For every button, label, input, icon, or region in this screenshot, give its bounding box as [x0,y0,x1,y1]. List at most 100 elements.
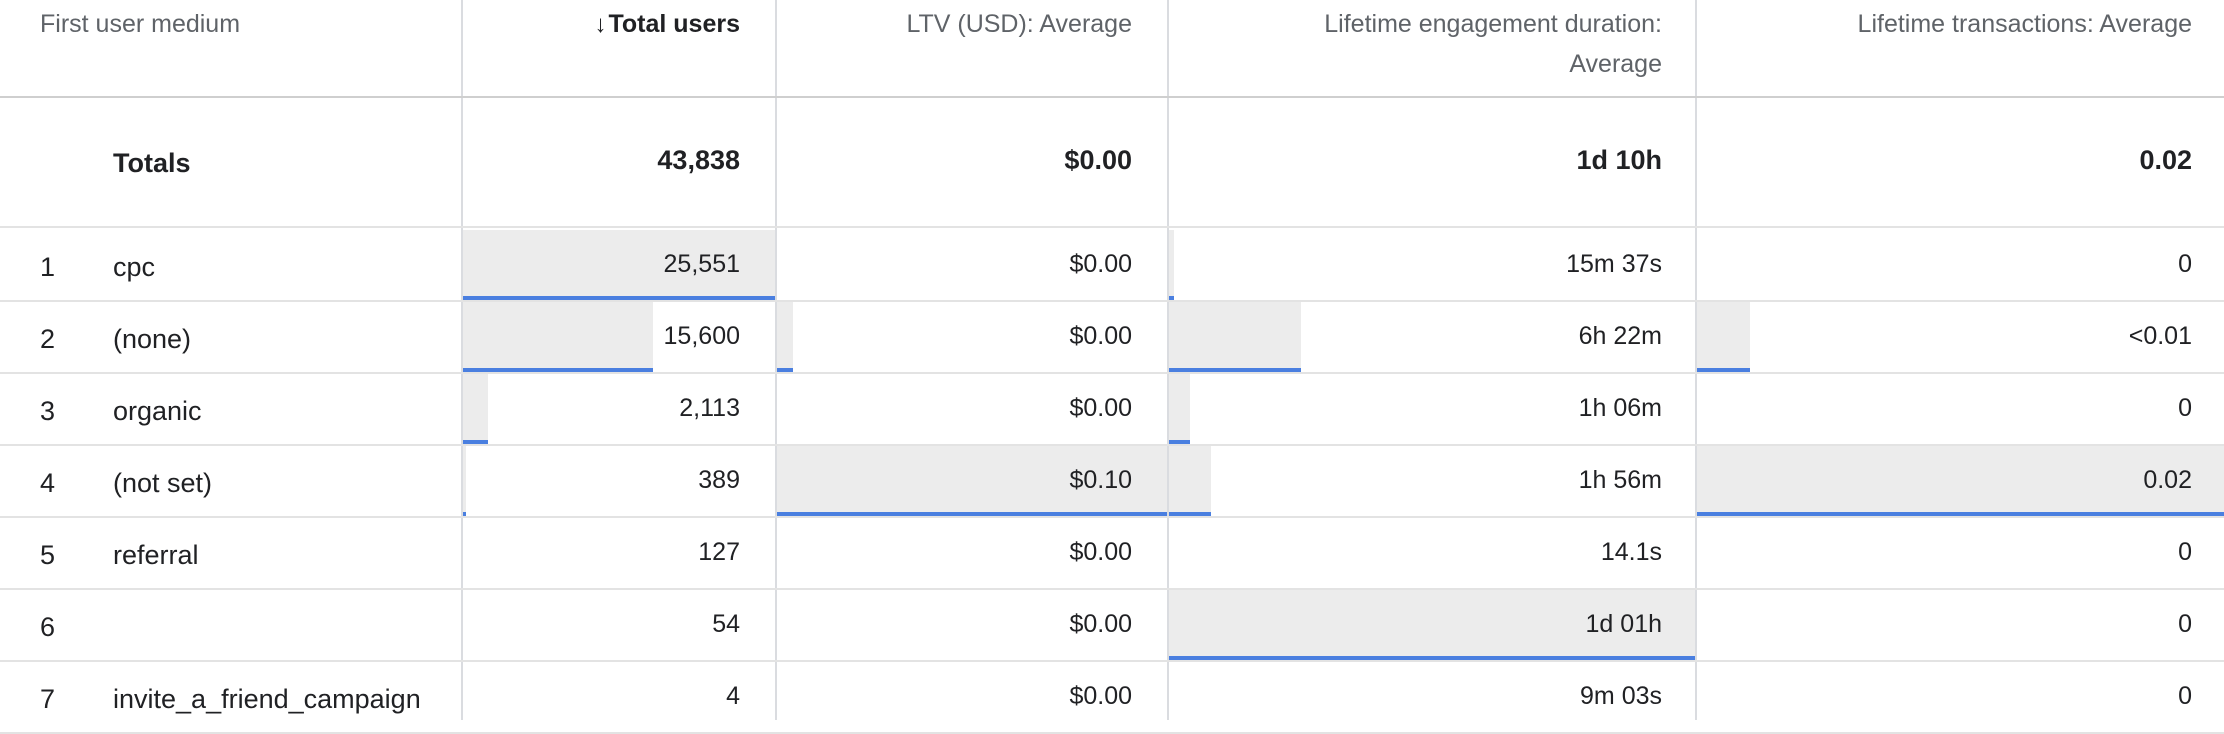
table-row[interactable]: 1 cpc 25,551 $0.00 15m 37s 0 [0,228,2224,300]
column-divider [1695,0,1697,720]
bar-indicator [777,368,793,372]
row-total-users-value: 389 [698,466,740,494]
row-index: 1 [40,252,56,282]
bar-indicator [463,512,466,516]
table-row[interactable]: 5 referral 127 $0.00 14.1s 0 [0,516,2224,588]
row-ltv-value: $0.00 [1069,538,1132,566]
bar-fill [777,302,793,372]
row-index: 5 [40,540,56,570]
row-transactions-value: 0 [2178,538,2192,566]
bar-fill [1169,446,1211,516]
row-engagement-value: 1h 06m [1578,394,1662,422]
totals-divider [0,226,2224,228]
row-divider [0,516,2224,518]
bar-fill [463,446,466,516]
row-ltv-value: $0.00 [1069,682,1132,710]
bar-fill [463,374,488,444]
column-header-total-users-label: Total users [608,10,740,38]
row-ltv-value: $0.00 [1069,250,1132,278]
row-medium[interactable]: referral [113,540,199,570]
bar-indicator [463,368,653,372]
totals-ltv: $0.00 [1064,145,1132,175]
bar-indicator [1169,440,1190,444]
bar-indicator [463,440,488,444]
bar-indicator [1169,296,1174,300]
row-divider [0,588,2224,590]
row-medium[interactable]: invite_a_friend_campaign [113,684,421,714]
bar-fill [1697,446,2224,516]
table-row[interactable]: 3 organic 2,113 $0.00 1h 06m 0 [0,372,2224,444]
bar-indicator [1697,368,1750,372]
row-divider [0,300,2224,302]
column-header-engagement-line2: Average [1569,50,1662,78]
row-medium[interactable]: (none) [113,324,192,354]
column-divider [775,0,777,720]
row-transactions-value: 0.02 [2143,466,2192,494]
column-header-total-users[interactable]: ↓Total users [480,4,740,45]
column-header-engagement-line1: Lifetime engagement duration: [1324,10,1662,38]
row-medium[interactable]: organic [113,396,202,426]
bar-indicator [1169,656,1695,660]
column-header-ltv[interactable]: LTV (USD): Average [906,10,1132,38]
totals-total-users: 43,838 [657,145,740,175]
totals-transactions: 0.02 [2139,145,2192,175]
row-ltv-value: $0.00 [1069,610,1132,638]
column-divider [1167,0,1169,720]
row-ltv-value: $0.00 [1069,394,1132,422]
row-total-users-value: 54 [712,610,740,638]
bar-fill [463,302,653,372]
column-divider [461,0,463,720]
bar-indicator [777,512,1167,516]
row-medium[interactable]: cpc [113,252,156,282]
row-index: 2 [40,324,56,354]
row-engagement-value: 15m 37s [1566,250,1662,278]
row-engagement-value: 9m 03s [1580,682,1662,710]
row-transactions-value: 0 [2178,394,2192,422]
bar-indicator [1697,512,2224,516]
arrow-down-icon: ↓ [594,11,607,38]
row-engagement-value: 1d 01h [1585,610,1662,638]
totals-label: Totals [113,148,191,178]
row-engagement-value: 1h 56m [1578,466,1662,494]
row-total-users-value: 127 [698,538,740,566]
row-index: 6 [40,612,56,642]
column-header-engagement[interactable]: Lifetime engagement duration: Average [1180,4,1662,84]
bar-fill [1697,302,1750,372]
row-total-users-value: 4 [726,682,740,710]
bar-fill [1169,374,1190,444]
column-header-transactions[interactable]: Lifetime transactions: Average [1857,10,2192,38]
row-engagement-value: 14.1s [1600,538,1662,566]
row-medium[interactable]: (not set) [113,468,213,498]
row-transactions-value: 0 [2178,682,2192,710]
column-header-first-user-medium[interactable]: First user medium [40,10,241,38]
header-divider [0,96,2224,98]
row-transactions-value: 0 [2178,250,2192,278]
row-divider [0,660,2224,662]
row-total-users-value: 2,113 [679,394,740,422]
bar-fill [463,230,775,300]
table-row[interactable]: 2 (none) 15,600 $0.00 6h 22m <0.01 [0,300,2224,372]
row-engagement-value: 6h 22m [1578,322,1662,350]
table-row[interactable]: 7 invite_a_friend_campaign 4 $0.00 9m 03s 0 [0,660,2224,732]
bar-indicator [1169,512,1211,516]
row-index: 4 [40,468,56,498]
row-divider [0,372,2224,374]
bar-fill [1169,590,1695,660]
row-divider [0,444,2224,446]
totals-engagement: 1d 10h [1576,145,1662,175]
bar-fill [1169,302,1301,372]
row-transactions-value: 0 [2178,610,2192,638]
table-row[interactable]: 4 (not set) 389 $0.10 1h 56m 0.02 [0,444,2224,516]
row-total-users-value: 15,600 [663,322,740,350]
bar-fill [777,446,1167,516]
bar-indicator [1169,368,1301,372]
row-index: 3 [40,396,56,426]
row-ltv-value: $0.00 [1069,322,1132,350]
table-row[interactable]: 6 54 $0.00 1d 01h 0 [0,588,2224,660]
bar-indicator [463,296,775,300]
row-index: 7 [40,684,56,714]
row-ltv-value: $0.10 [1069,466,1132,494]
row-transactions-value: <0.01 [2128,322,2192,350]
bar-fill [1169,230,1174,300]
